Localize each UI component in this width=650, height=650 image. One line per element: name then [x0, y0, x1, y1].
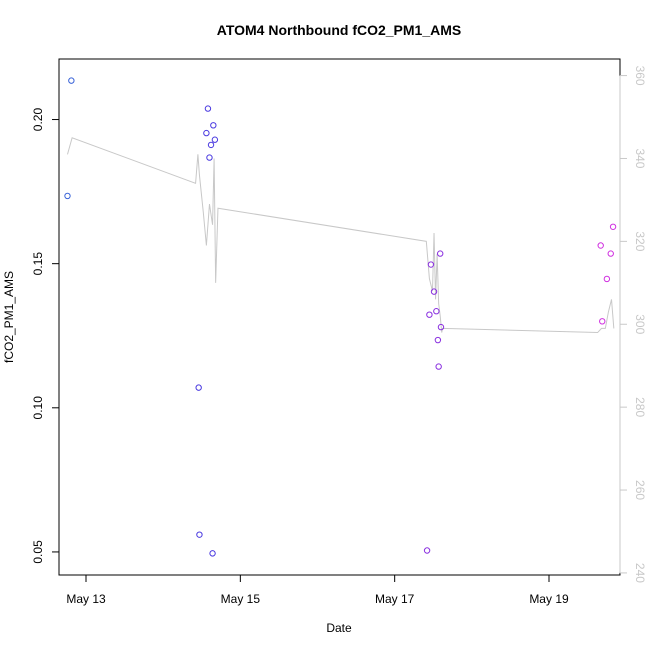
data-point-25 — [609, 223, 617, 230]
data-point-4 — [196, 531, 203, 538]
plot-area — [64, 77, 617, 557]
y2-tick-label-6: 340 — [633, 148, 647, 168]
data-point-24 — [607, 250, 614, 257]
data-point-8 — [207, 141, 215, 149]
y2-tick-label-1: 240 — [633, 563, 647, 583]
data-point-5 — [203, 129, 210, 137]
y2-tick-label-5: 320 — [633, 231, 647, 251]
data-point-20 — [437, 323, 445, 331]
data-point-13 — [426, 311, 433, 318]
data-point-10 — [210, 122, 217, 129]
data-point-22 — [599, 318, 606, 325]
y-tick-label-1: 0.05 — [31, 540, 45, 564]
x-tick-label-4: May 19 — [529, 592, 569, 606]
y-axis: 0.05 0.10 0.15 0.20 — [31, 108, 60, 564]
x-tick-label-3: May 17 — [375, 592, 415, 606]
data-point-7 — [206, 154, 213, 161]
chart-title: ATOM4 Northbound fCO2_PM1_AMS — [217, 22, 462, 38]
x-tick-label-2: May 15 — [221, 592, 261, 606]
y-tick-label-4: 0.20 — [31, 108, 45, 132]
data-point-6 — [204, 105, 212, 112]
y2-axis: 240 260 280 300 320 340 360 — [619, 66, 647, 583]
x-tick-label-1: May 13 — [66, 592, 106, 606]
data-point-19 — [437, 250, 444, 257]
data-point-17 — [434, 336, 442, 344]
x-axis: May 13 May 15 May 17 May 19 — [66, 574, 569, 606]
data-point-16 — [433, 308, 440, 315]
data-point-9 — [209, 550, 216, 557]
data-point-15 — [430, 288, 438, 295]
y2-tick-label-4: 300 — [633, 314, 647, 334]
data-point-21 — [597, 242, 604, 249]
x-axis-label: Date — [326, 621, 352, 635]
data-point-11 — [211, 136, 219, 143]
data-point-3 — [195, 384, 202, 391]
plot-frame — [58, 58, 621, 576]
data-point-12 — [423, 547, 431, 554]
y-axis-label: fCO2_PM1_AMS — [2, 271, 16, 363]
data-point-2 — [68, 77, 75, 84]
y2-tick-label-2: 260 — [633, 480, 647, 500]
y-tick-label-2: 0.10 — [31, 396, 45, 420]
data-point-1 — [64, 192, 71, 200]
data-point-14 — [427, 261, 435, 268]
y2-tick-label-3: 280 — [633, 397, 647, 417]
data-point-18 — [435, 363, 442, 370]
y2-tick-label-7: 360 — [633, 66, 647, 86]
co2-line-series — [67, 137, 615, 334]
y-tick-label-3: 0.15 — [31, 252, 45, 276]
data-point-23 — [603, 275, 611, 283]
